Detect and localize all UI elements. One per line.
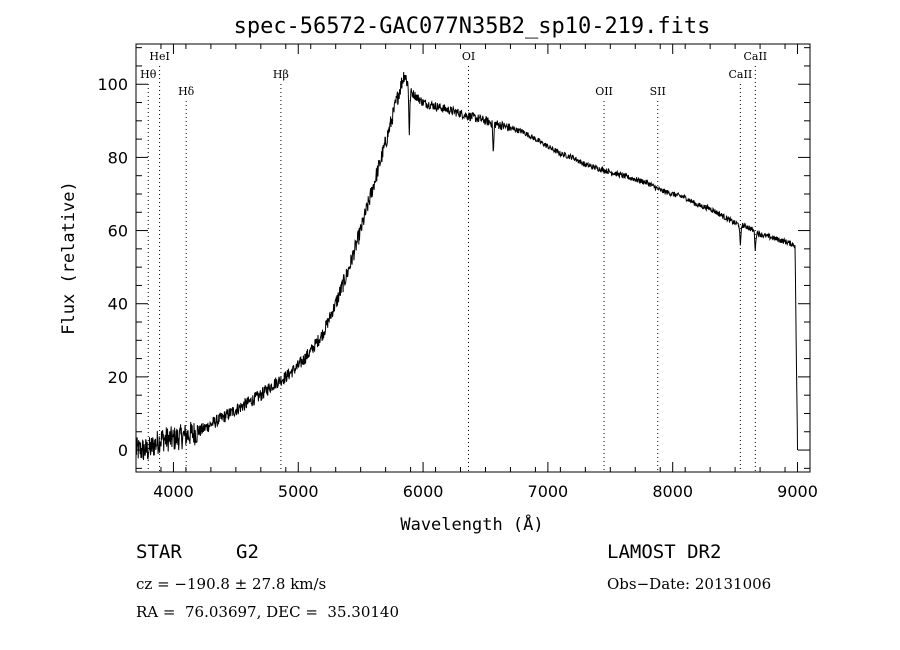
x-axis-label: Wavelength (Å)	[400, 513, 543, 535]
spectral-line-markers: HeI Hθ Hδ Hβ OI OII SII CaII CaII	[140, 50, 767, 472]
x-tick-label: 7000	[528, 482, 569, 501]
y-tick-label: 40	[108, 295, 128, 314]
spectral-line-label: HeI	[149, 50, 169, 63]
y-tick-label: 80	[108, 148, 128, 167]
axis-ticks: 4000 5000 6000 7000 8000 9000 0 20 40 60 80 100	[97, 44, 818, 501]
survey-name: LAMOST DR2	[607, 541, 722, 563]
x-tick-label: 5000	[278, 482, 319, 501]
y-tick-label: 0	[118, 441, 128, 460]
plot-frame	[135, 43, 811, 473]
spectral-line-label: Hθ	[140, 68, 157, 81]
x-tick-label: 6000	[403, 482, 444, 501]
y-tick-label: 20	[108, 368, 128, 387]
spectral-line-label: OII	[595, 85, 613, 98]
observation-date: Obs−Date: 20131006	[607, 575, 772, 593]
spectrum-line	[135, 71, 798, 461]
x-tick-label: 8000	[652, 482, 693, 501]
spectral-line-label: OI	[462, 50, 475, 63]
object-type: STAR	[136, 541, 182, 563]
spectral-line-label: CaII	[729, 68, 753, 81]
x-tick-label: 9000	[777, 482, 818, 501]
spectral-line-label: SII	[650, 85, 666, 98]
x-tick-label: 4000	[153, 482, 194, 501]
redshift-velocity: cz = −190.8 ± 27.8 km/s	[136, 575, 327, 593]
y-tick-label: 100	[97, 75, 128, 94]
coordinates: RA = 76.03697, DEC = 35.30140	[136, 603, 400, 621]
spectral-subclass: G2	[236, 541, 259, 563]
spectral-line-label: CaII	[743, 50, 767, 63]
y-tick-label: 60	[108, 222, 128, 241]
spectral-line-label: Hβ	[273, 68, 289, 81]
spectral-line-label: Hδ	[178, 85, 195, 98]
chart-title: spec-56572-GAC077N35B2_sp10-219.fits	[234, 14, 711, 39]
y-axis-label: Flux (relative)	[59, 181, 79, 335]
